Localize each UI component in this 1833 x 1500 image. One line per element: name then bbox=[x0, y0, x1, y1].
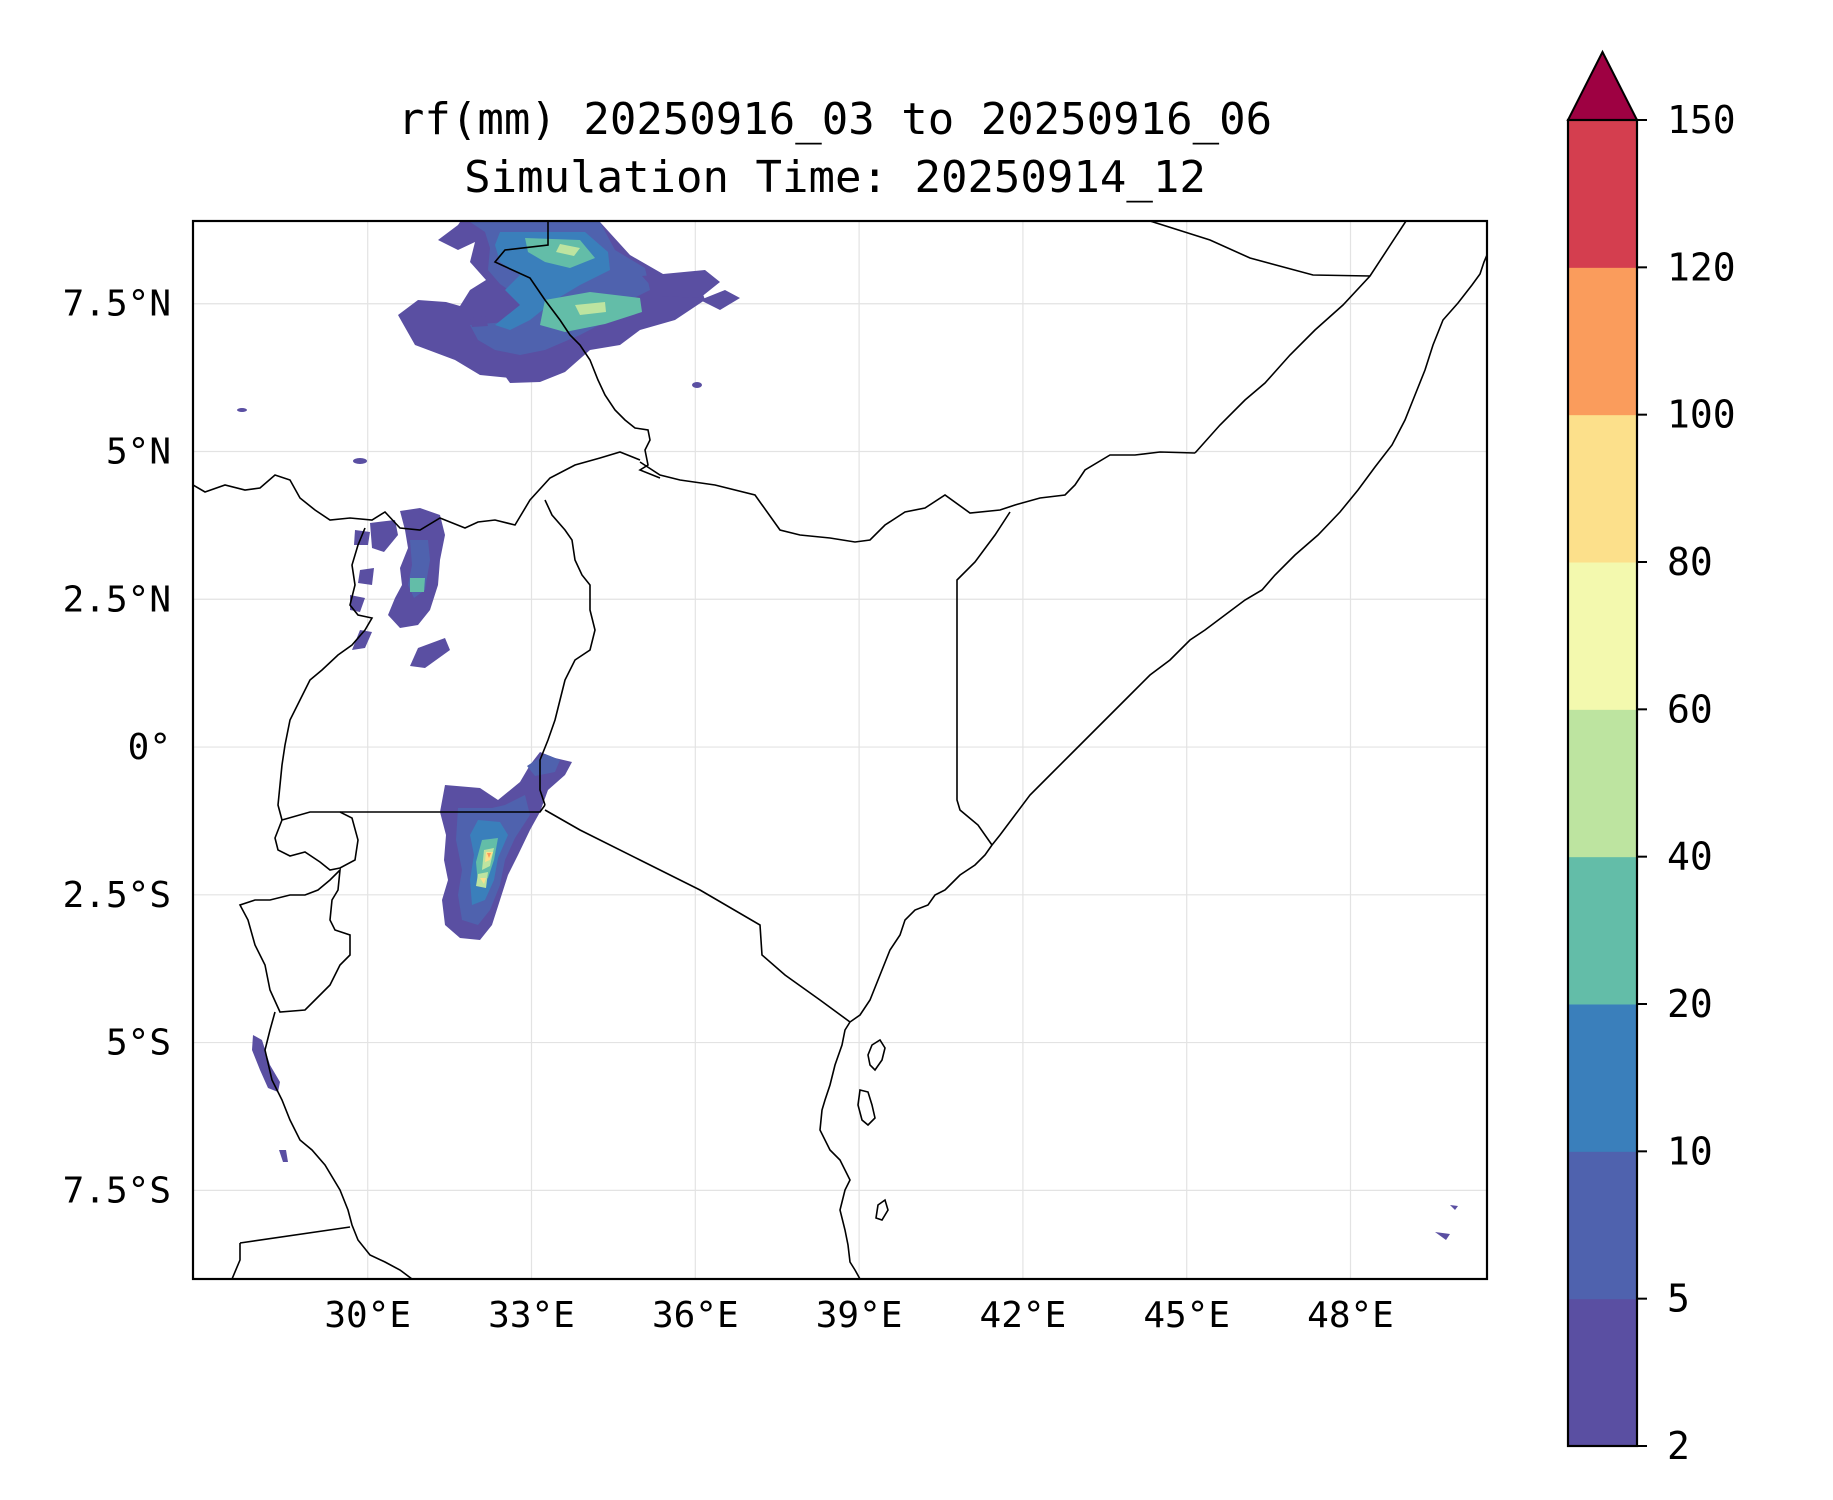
colorbar-tick-label: 20 bbox=[1667, 982, 1713, 1026]
x-tick-label: 42°E bbox=[980, 1295, 1067, 1336]
coastline-east-africa bbox=[819, 254, 1487, 1279]
figure-subtitle: Simulation Time: 20250914_12 bbox=[464, 152, 1206, 203]
colorbar-segment bbox=[1568, 267, 1637, 416]
border-south-sudan-drc bbox=[193, 451, 641, 531]
colorbar-tick-label: 5 bbox=[1667, 1277, 1690, 1321]
y-axis-ticks: 7.5°N 5°N 2.5°N 0° 2.5°S 5°S 7.5°S bbox=[63, 284, 171, 1212]
colorbar bbox=[1566, 49, 1639, 1448]
colorbar-tick-label: 60 bbox=[1667, 687, 1713, 731]
x-tick-label: 30°E bbox=[324, 1295, 411, 1336]
island-zanzibar bbox=[857, 1089, 876, 1127]
colorbar-segment bbox=[1568, 1298, 1637, 1447]
colorbar-segment bbox=[1568, 1151, 1637, 1300]
border-uganda-tanzania bbox=[340, 804, 546, 813]
border-ethiopia-kenya bbox=[639, 451, 1196, 543]
border-southsudan-ethiopia bbox=[493, 221, 661, 479]
rain-region-victoria bbox=[440, 752, 572, 940]
y-tick-label: 7.5°S bbox=[63, 1170, 171, 1211]
colorbar-frame bbox=[1566, 118, 1639, 1448]
border-uganda-drc bbox=[277, 527, 374, 821]
colorbar-ticks: 2 5 10 20 40 60 80 100 120 150 bbox=[1637, 98, 1736, 1468]
x-tick-label: 45°E bbox=[1143, 1295, 1230, 1336]
colorbar-tick-label: 40 bbox=[1667, 835, 1713, 879]
border-zambia-drc bbox=[231, 1243, 241, 1279]
y-tick-label: 2.5°S bbox=[63, 875, 171, 916]
colorbar-segment bbox=[1568, 856, 1637, 1005]
island-mafia bbox=[875, 1198, 889, 1221]
rain-region-north bbox=[237, 222, 740, 464]
rain-region-uganda bbox=[350, 508, 450, 668]
border-rwanda bbox=[274, 811, 359, 871]
x-tick-label: 33°E bbox=[488, 1295, 575, 1336]
border-ethiopia-djibouti bbox=[1149, 221, 1371, 277]
border-ethiopia-somaliland bbox=[1194, 221, 1407, 454]
border-tanzania-drc bbox=[264, 1011, 413, 1279]
y-tick-label: 5°N bbox=[106, 432, 171, 473]
colorbar-tick-label: 80 bbox=[1667, 540, 1713, 584]
map-gridlines bbox=[193, 221, 1487, 1279]
colorbar-tick-label: 150 bbox=[1667, 98, 1736, 142]
colorbar-segment bbox=[1568, 414, 1637, 563]
border-ethiopia-somalia bbox=[956, 511, 1011, 846]
y-tick-label: 0° bbox=[128, 727, 171, 768]
colorbar-tick-label: 100 bbox=[1667, 393, 1736, 437]
border-burundi bbox=[238, 867, 351, 1013]
rain-region-tanganyika bbox=[252, 1035, 1458, 1240]
colorbar-tick-label: 2 bbox=[1667, 1424, 1690, 1468]
border-zambia-tanzania bbox=[239, 1226, 351, 1244]
border-kenya-tanzania bbox=[544, 809, 851, 1023]
figure-title: rf(mm) 20250916_03 to 20250916_06 bbox=[397, 94, 1273, 145]
y-tick-label: 2.5°N bbox=[63, 579, 171, 620]
colorbar-tick-label: 120 bbox=[1667, 245, 1736, 289]
x-tick-label: 36°E bbox=[652, 1295, 739, 1336]
map-frame bbox=[191, 219, 1489, 1281]
colorbar-segment bbox=[1568, 562, 1637, 710]
y-tick-label: 5°S bbox=[106, 1023, 171, 1064]
colorbar-tick-label: 10 bbox=[1667, 1129, 1713, 1173]
colorbar-segment bbox=[1568, 709, 1637, 858]
island-pemba bbox=[867, 1038, 886, 1072]
colorbar-segment bbox=[1568, 120, 1637, 268]
x-tick-label: 48°E bbox=[1307, 1295, 1394, 1336]
rainfall-contours bbox=[237, 222, 1458, 1240]
x-axis-ticks: 30°E 33°E 36°E 39°E 42°E 45°E 48°E bbox=[324, 1295, 1393, 1336]
x-tick-label: 39°E bbox=[816, 1295, 903, 1336]
y-tick-label: 7.5°N bbox=[63, 284, 171, 325]
colorbar-extend-arrow bbox=[1566, 49, 1639, 121]
border-uganda-kenya bbox=[539, 499, 596, 806]
country-borders bbox=[193, 221, 1487, 1279]
colorbar-segment bbox=[1568, 1004, 1637, 1152]
